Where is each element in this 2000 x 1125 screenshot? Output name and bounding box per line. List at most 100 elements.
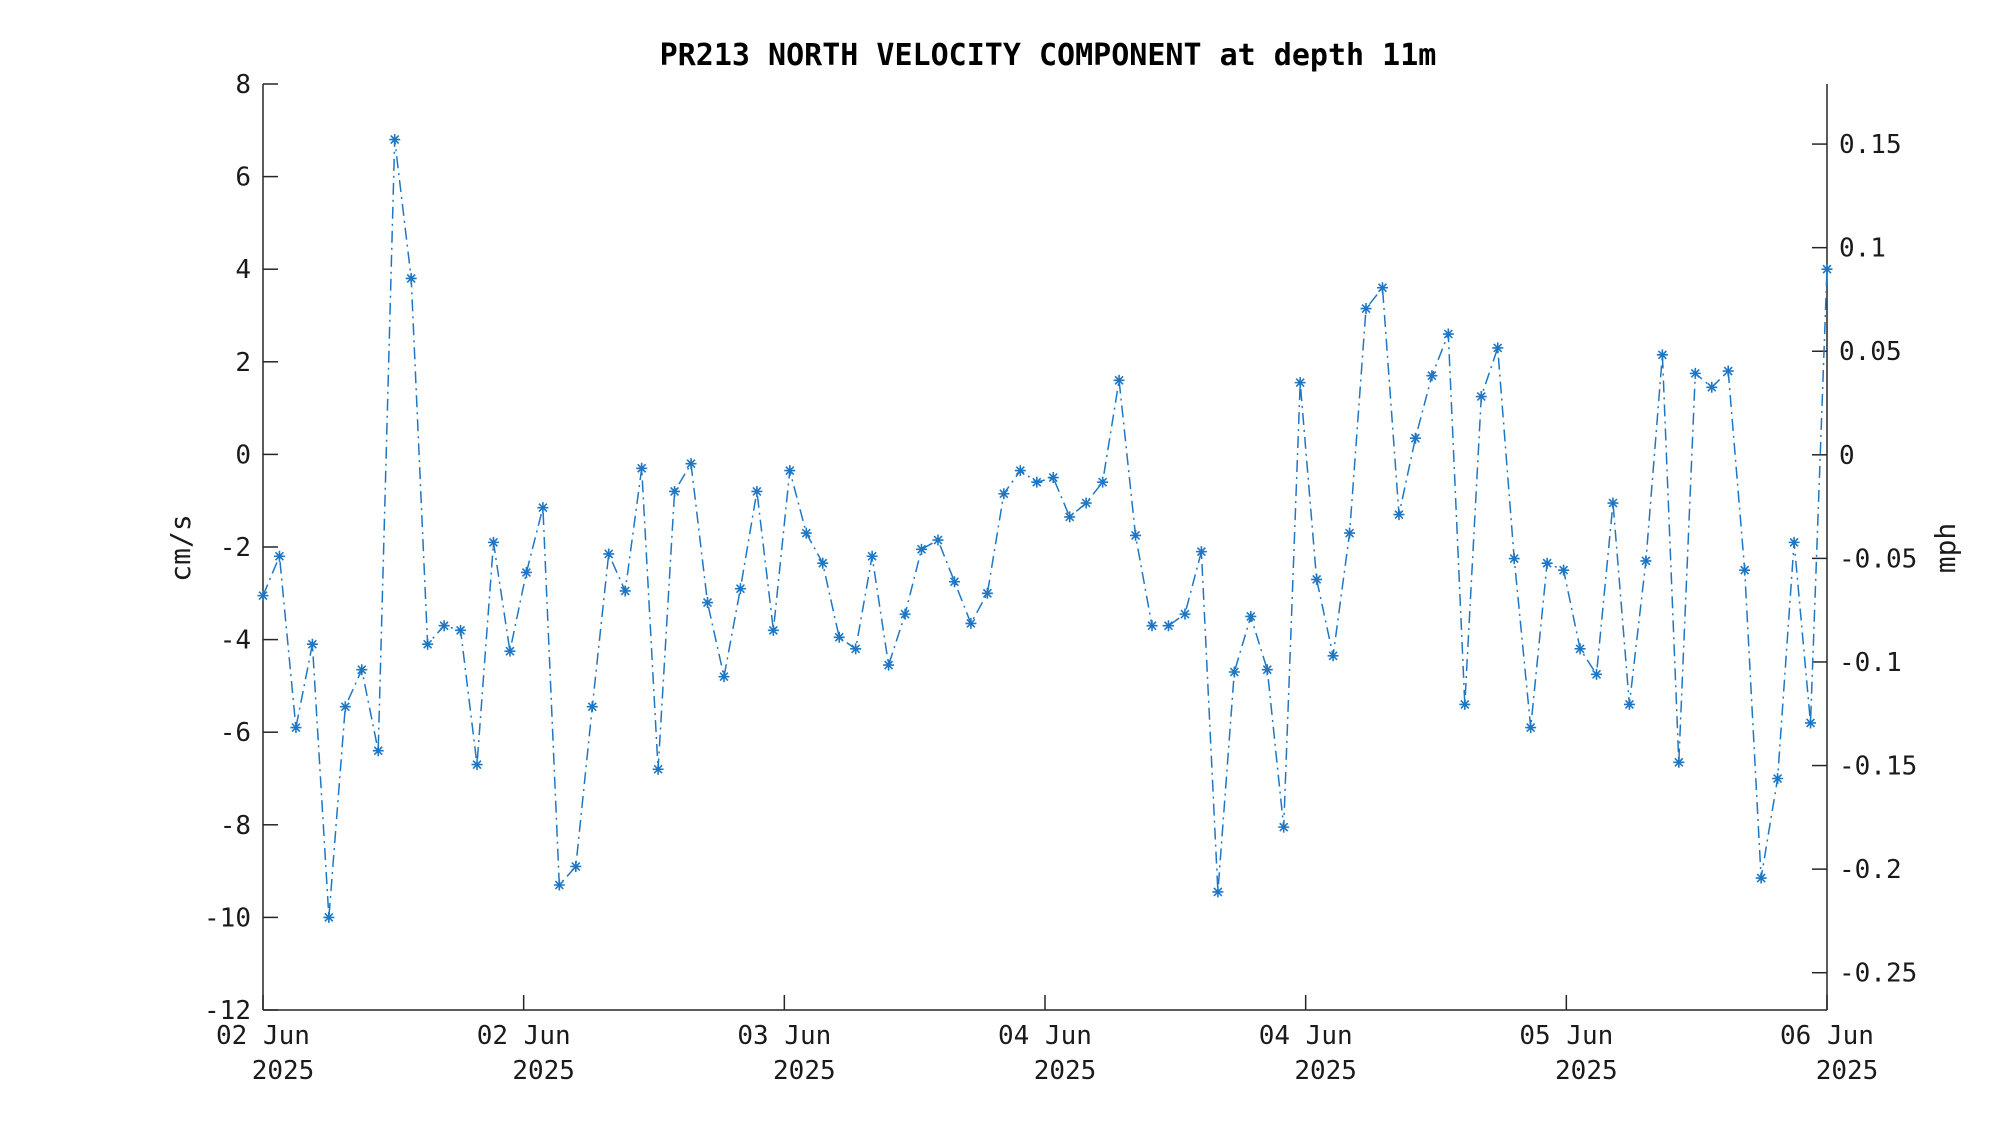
data-point xyxy=(405,272,417,284)
data-point xyxy=(1755,872,1767,884)
data-point xyxy=(1212,886,1224,898)
x-tick-label-year: 2025 xyxy=(512,1056,575,1086)
data-point xyxy=(1805,717,1817,729)
data-point xyxy=(520,566,532,578)
data-point xyxy=(1130,529,1142,541)
data-point xyxy=(537,502,549,514)
data-point xyxy=(1409,432,1421,444)
data-point xyxy=(948,576,960,588)
data-point xyxy=(1179,608,1191,620)
x-tick-label-year: 2025 xyxy=(1294,1056,1357,1086)
x-tick-label-year: 2025 xyxy=(1034,1056,1097,1086)
data-point xyxy=(257,590,269,602)
data-point xyxy=(1195,546,1207,558)
data-point xyxy=(290,722,302,734)
data-point xyxy=(1607,497,1619,509)
data-point xyxy=(1097,476,1109,488)
data-point xyxy=(1245,610,1257,622)
data-point xyxy=(1393,509,1405,521)
x-tick-label-year: 2025 xyxy=(1816,1056,1879,1086)
data-point xyxy=(1475,391,1487,403)
right-y-tick-label: 0.1 xyxy=(1839,234,1886,264)
left-y-tick-label: -12 xyxy=(204,996,251,1026)
x-tick-label-year: 2025 xyxy=(773,1056,836,1086)
data-point xyxy=(1656,349,1668,361)
data-point xyxy=(455,624,467,636)
data-point xyxy=(1344,527,1356,539)
data-point xyxy=(1525,722,1537,734)
x-tick-label-year: 2025 xyxy=(1555,1056,1618,1086)
right-y-tick-label: 0.15 xyxy=(1839,130,1902,160)
x-tick-label-date: 02 Jun xyxy=(477,1021,571,1051)
series-group xyxy=(257,134,1833,923)
data-point xyxy=(1591,668,1603,680)
y-axis-label-left: cm/s xyxy=(164,514,197,581)
data-point xyxy=(1640,555,1652,567)
x-tick-label-date: 02 Jun xyxy=(216,1021,310,1051)
left-y-tick-label: -10 xyxy=(204,903,251,933)
data-point xyxy=(1014,465,1026,477)
x-tick-label-date: 04 Jun xyxy=(998,1021,1092,1051)
data-point xyxy=(1772,773,1784,784)
data-point xyxy=(570,860,582,872)
x-tick-label-date: 06 Jun xyxy=(1780,1021,1874,1051)
data-point xyxy=(504,645,516,657)
data-point xyxy=(866,550,878,562)
left-y-tick-label: 4 xyxy=(235,255,251,285)
right-y-tick-label: -0.1 xyxy=(1839,648,1902,678)
right-y-tick-label: -0.05 xyxy=(1839,544,1917,574)
x-tick-label-date: 04 Jun xyxy=(1259,1021,1353,1051)
data-point xyxy=(1541,557,1553,569)
data-point xyxy=(1031,476,1043,488)
x-ticks: 02 Jun 2025 02 Jun 2025 03 Jun 2025 04 Jun 2025… xyxy=(216,995,1878,1086)
data-point xyxy=(1558,564,1570,576)
data-point xyxy=(306,638,318,650)
left-y-tick-label: 0 xyxy=(235,440,251,470)
data-point xyxy=(586,701,598,713)
data-point xyxy=(422,638,434,650)
data-point xyxy=(1788,536,1800,548)
data-point xyxy=(619,585,631,597)
data-point xyxy=(1162,620,1174,632)
data-point xyxy=(767,624,779,636)
data-point xyxy=(1459,698,1471,710)
data-point xyxy=(1327,650,1339,662)
data-point xyxy=(471,759,483,771)
data-point xyxy=(833,631,845,643)
axes-frame xyxy=(262,84,1828,1011)
series-line xyxy=(262,139,1828,918)
data-point xyxy=(1360,303,1372,315)
left-y-ticks: 8 6 4 2 0 -2 -4 -6 -8 -10 -12 xyxy=(204,70,278,1026)
data-point xyxy=(850,643,862,655)
data-point xyxy=(1689,367,1701,379)
data-point xyxy=(1623,698,1635,710)
data-point xyxy=(1113,374,1125,386)
data-point xyxy=(1064,511,1076,523)
data-point xyxy=(652,763,664,775)
data-point xyxy=(1706,381,1718,393)
x-tick-label-date: 03 Jun xyxy=(737,1021,831,1051)
data-point xyxy=(339,701,351,713)
right-y-ticks: 0.15 0.1 0.05 0 -0.05 -0.1 -0.15 -0.2 -0.25 xyxy=(1812,130,1917,989)
data-point xyxy=(1722,365,1734,377)
data-point xyxy=(932,534,944,546)
left-y-tick-label: 2 xyxy=(235,348,251,378)
data-point xyxy=(372,745,384,757)
data-point xyxy=(981,587,993,599)
data-point xyxy=(916,543,928,555)
data-point xyxy=(603,548,615,560)
chart-title: PR213 NORTH VELOCITY COMPONENT at depth … xyxy=(660,38,1437,73)
data-point xyxy=(899,608,911,620)
data-point xyxy=(1492,342,1504,354)
data-point xyxy=(1426,370,1438,382)
data-point xyxy=(1228,666,1240,678)
data-point xyxy=(636,462,648,474)
left-y-tick-label: -8 xyxy=(220,811,251,841)
data-point xyxy=(1821,263,1833,275)
left-y-tick-label: 8 xyxy=(235,70,251,100)
y-axis-label-right: mph xyxy=(1929,523,1962,574)
data-point xyxy=(356,664,368,676)
data-point xyxy=(1294,377,1306,389)
data-point xyxy=(1311,573,1323,585)
